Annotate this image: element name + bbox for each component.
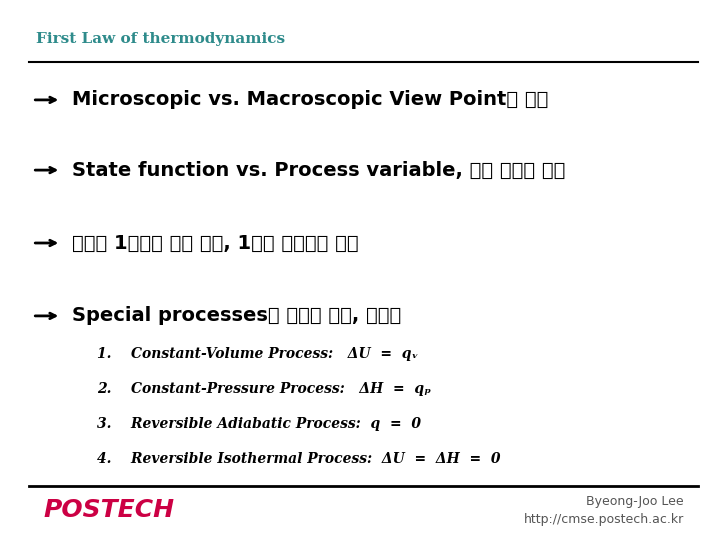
Text: Byeong-Joo Lee: Byeong-Joo Lee <box>586 495 684 508</box>
Text: State function vs. Process variable, 기타 용어의 이해: State function vs. Process variable, 기타 … <box>72 160 565 180</box>
Text: POSTECH: POSTECH <box>43 498 174 522</box>
Text: 1.    Constant-Volume Process:   ΔU  =  qᵥ: 1. Constant-Volume Process: ΔU = qᵥ <box>97 347 418 361</box>
Text: http://cmse.postech.ac.kr: http://cmse.postech.ac.kr <box>523 513 684 526</box>
Text: 열역학 1법칙의 탄생 과정, 1법칙 중요성의 이해: 열역학 1법칙의 탄생 과정, 1법칙 중요성의 이해 <box>72 233 359 253</box>
Text: 4.    Reversible Isothermal Process:  ΔU  =  ΔH  =  0: 4. Reversible Isothermal Process: ΔU = Δ… <box>97 452 500 466</box>
Text: 3.    Reversible Adiabatic Process:  q  =  0: 3. Reversible Adiabatic Process: q = 0 <box>97 417 421 431</box>
Text: Special processes의 중요성 이해, 응용력: Special processes의 중요성 이해, 응용력 <box>72 306 401 326</box>
Text: 2.    Constant-Pressure Process:   ΔH  =  qₚ: 2. Constant-Pressure Process: ΔH = qₚ <box>97 382 431 396</box>
Text: First Law of thermodynamics: First Law of thermodynamics <box>36 32 285 46</box>
Text: Microscopic vs. Macroscopic View Point의 이해: Microscopic vs. Macroscopic View Point의 … <box>72 90 549 110</box>
